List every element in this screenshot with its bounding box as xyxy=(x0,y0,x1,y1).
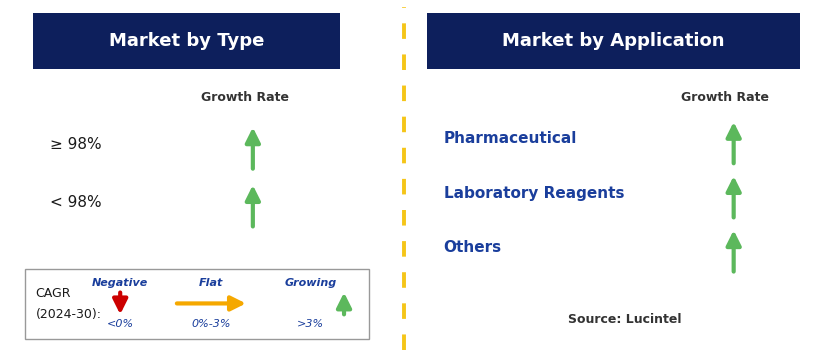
Text: Others: Others xyxy=(443,240,501,255)
Text: (2024-30):: (2024-30): xyxy=(36,308,102,322)
Text: 0%-3%: 0%-3% xyxy=(191,319,231,329)
Text: Growing: Growing xyxy=(284,278,337,288)
Text: Growth Rate: Growth Rate xyxy=(681,91,768,104)
Text: ≥ 98%: ≥ 98% xyxy=(50,137,101,152)
Text: CAGR: CAGR xyxy=(36,287,71,300)
Text: Market by Application: Market by Application xyxy=(502,32,724,49)
Text: Pharmaceutical: Pharmaceutical xyxy=(443,131,576,147)
Text: >3%: >3% xyxy=(297,319,324,329)
Text: Market by Type: Market by Type xyxy=(108,32,264,49)
FancyBboxPatch shape xyxy=(426,13,799,69)
Text: Laboratory Reagents: Laboratory Reagents xyxy=(443,186,623,201)
FancyBboxPatch shape xyxy=(33,13,339,69)
Text: Negative: Negative xyxy=(92,278,148,288)
Text: Source: Lucintel: Source: Lucintel xyxy=(567,313,681,326)
FancyBboxPatch shape xyxy=(25,269,368,339)
Text: Flat: Flat xyxy=(199,278,224,288)
Text: Growth Rate: Growth Rate xyxy=(200,91,288,104)
Text: < 98%: < 98% xyxy=(50,195,101,210)
Text: <0%: <0% xyxy=(107,319,133,329)
